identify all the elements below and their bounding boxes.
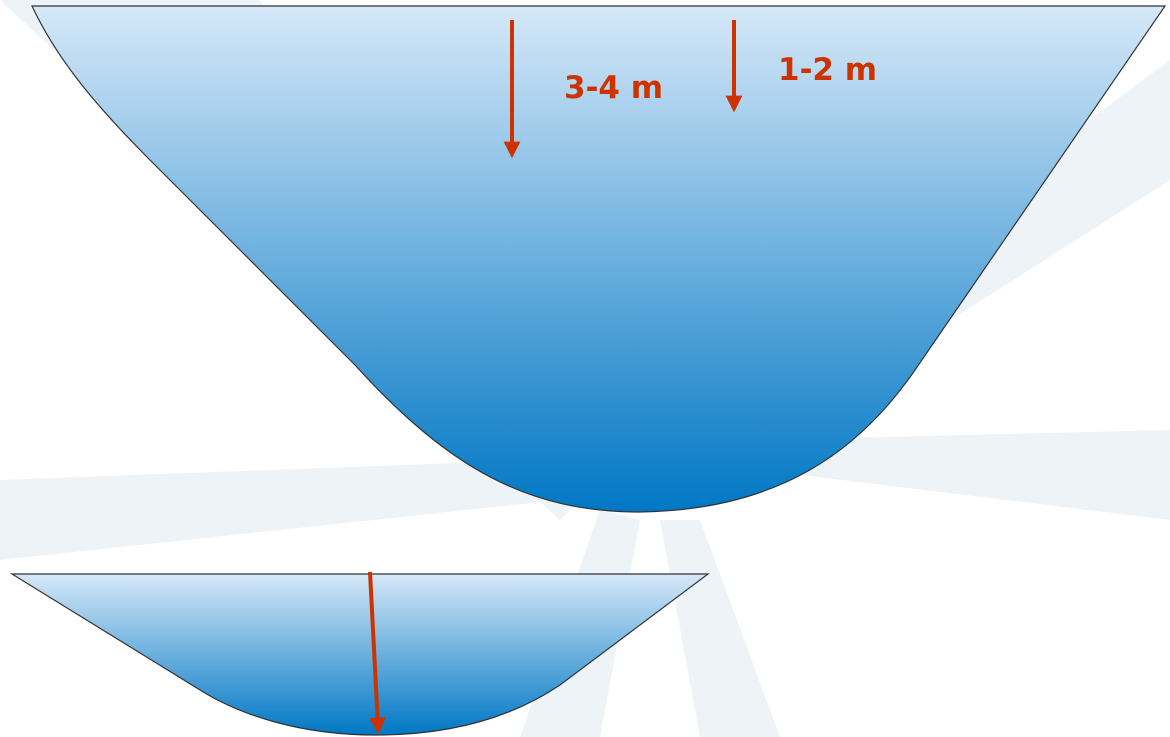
background-ray (0, 460, 560, 560)
background-ray (660, 520, 780, 737)
shallow-lake-basin (9, 573, 710, 736)
deep-lake-basin (31, 5, 1167, 513)
small-basin-depth-arrow (368, 571, 386, 735)
background-ray (760, 430, 1170, 520)
shallow-depth-label: 1-2 m (778, 52, 877, 88)
deep-depth-label: 3-4 m (564, 70, 663, 106)
